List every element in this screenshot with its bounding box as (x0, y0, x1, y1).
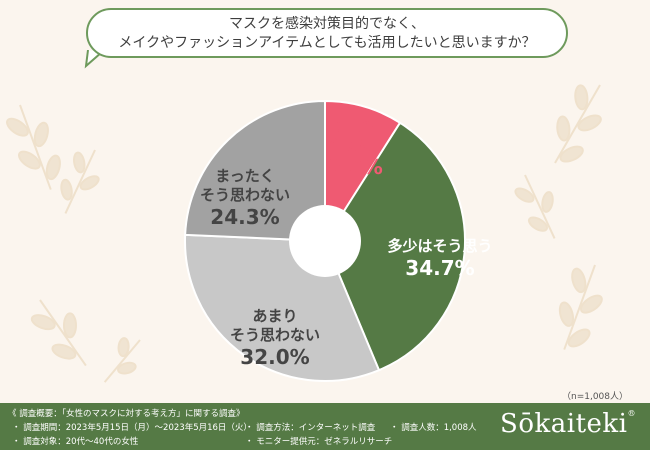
donut-chart: とてもそう思う 9.0% 多少はそう思う 34.7% あまりそう思わない 32.0% まった… (184, 99, 493, 382)
survey-title: 《 調査概要：「女性のマスクに対する考え方」に関する調査》 (8, 409, 245, 419)
question-line-2: メイクやファッションアイテムとしても活用したいと思いますか？ (118, 35, 536, 51)
survey-footer: 《 調査概要：「女性のマスクに対する考え方」に関する調査》 ・ 調査期間：202… (0, 403, 650, 450)
survey-question: マスクを感染対策目的でなく、 メイクやファッションアイテムとしても活用したいと思… (86, 8, 568, 58)
slice-label-3: あまりそう思わない 32.0% (230, 307, 320, 369)
survey-period: ・ 調査期間：2023年5月15日（月）～2023年5月16日（火） (12, 423, 252, 433)
pie-slice-1 (324, 99, 402, 245)
pie-slice-4 (184, 99, 326, 243)
survey-method: ・ 調査方法：インターネット調査 (245, 423, 376, 433)
slice-label-2: 多少はそう思う 34.7% (387, 237, 492, 280)
slice-label-4: まったくそう思わない 24.3% (200, 167, 290, 229)
brand-logo: Sōkaiteki® (500, 409, 636, 439)
donut-hole (289, 205, 361, 277)
sample-size: （n=1,008人） (561, 392, 628, 402)
survey-count: ・ 調査人数：1,008人 (390, 423, 477, 433)
survey-target: ・ 調査対象：20代～40代の女性 (12, 437, 139, 447)
question-line-1: マスクを感染対策目的でなく、 (229, 16, 425, 32)
pie-slice-2 (323, 121, 466, 372)
slice-label-1: とてもそう思う 9.0% (325, 117, 385, 179)
survey-provider: ・ モニター提供元：ゼネラルリサーチ (245, 437, 393, 447)
